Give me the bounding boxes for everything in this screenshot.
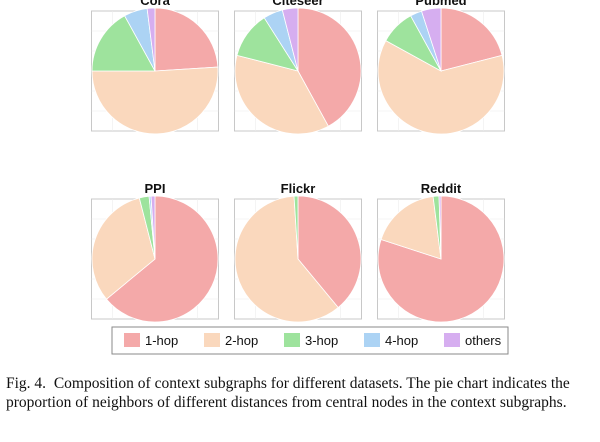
pie-slice-2-hop — [91, 197, 156, 300]
pie-slice-2-hop — [380, 196, 442, 260]
pie-slice-others — [421, 7, 442, 72]
pie-slice-2-hop — [234, 195, 339, 323]
legend-label: 4-hop — [385, 333, 418, 348]
pie-slice-1-hop — [154, 7, 219, 72]
pie-title: Reddit — [421, 181, 462, 196]
pie-title: Cora — [140, 0, 170, 8]
legend-swatch — [204, 333, 220, 347]
pie-slice-2-hop — [91, 66, 219, 135]
pie-title: Pubmed — [415, 0, 466, 8]
pie-cora: Cora — [91, 0, 219, 135]
pie-slice-others — [438, 195, 442, 260]
pie-slice-1-hop — [297, 7, 362, 127]
pie-citeseer: Citeseer — [234, 0, 362, 135]
legend-frame — [111, 326, 509, 355]
pie-slice-others — [146, 7, 156, 72]
pie-title: Citeseer — [272, 0, 323, 8]
legend-label: others — [465, 333, 502, 348]
pie-title: Flickr — [281, 181, 316, 196]
legend-swatch — [444, 333, 460, 347]
legend-item-3-hop: 3-hop — [284, 333, 338, 348]
pie-ppi: PPI — [91, 181, 219, 323]
legend-item-others: others — [444, 333, 502, 348]
pie-reddit: Reddit — [377, 181, 505, 323]
pie-slice-1-hop — [297, 195, 362, 309]
pie-flickr: Flickr — [234, 181, 362, 323]
legend-label: 3-hop — [305, 333, 338, 348]
legend-item-2-hop: 2-hop — [204, 333, 258, 348]
pie-slice-3-hop — [293, 195, 299, 260]
legend-swatch — [284, 333, 300, 347]
caption-text: Composition of context subgraphs for dif… — [6, 375, 570, 411]
caption-label: Fig. 4. — [6, 375, 47, 392]
pie-slice-others — [150, 195, 156, 260]
pie-pubmed: Pubmed — [377, 0, 505, 135]
legend-item-4-hop: 4-hop — [364, 333, 418, 348]
legend: 1-hop 2-hop 3-hop 4-hop others — [111, 326, 509, 355]
pie-slice-1-hop — [105, 195, 219, 323]
pie-slice-3-hop — [91, 15, 156, 72]
pie-slice-1-hop — [440, 7, 503, 72]
legend-swatch — [364, 333, 380, 347]
pie-slice-2-hop — [234, 54, 329, 135]
pie-title: PPI — [145, 181, 166, 196]
legend-swatch — [124, 333, 140, 347]
pie-slice-2-hop — [377, 40, 505, 135]
legend-item-1-hop: 1-hop — [124, 333, 178, 348]
legend-label: 2-hop — [225, 333, 258, 348]
legend-label: 1-hop — [145, 333, 178, 348]
figure-caption: Fig. 4. Composition of context subgraphs… — [6, 374, 594, 412]
pie-slice-others — [281, 7, 299, 72]
